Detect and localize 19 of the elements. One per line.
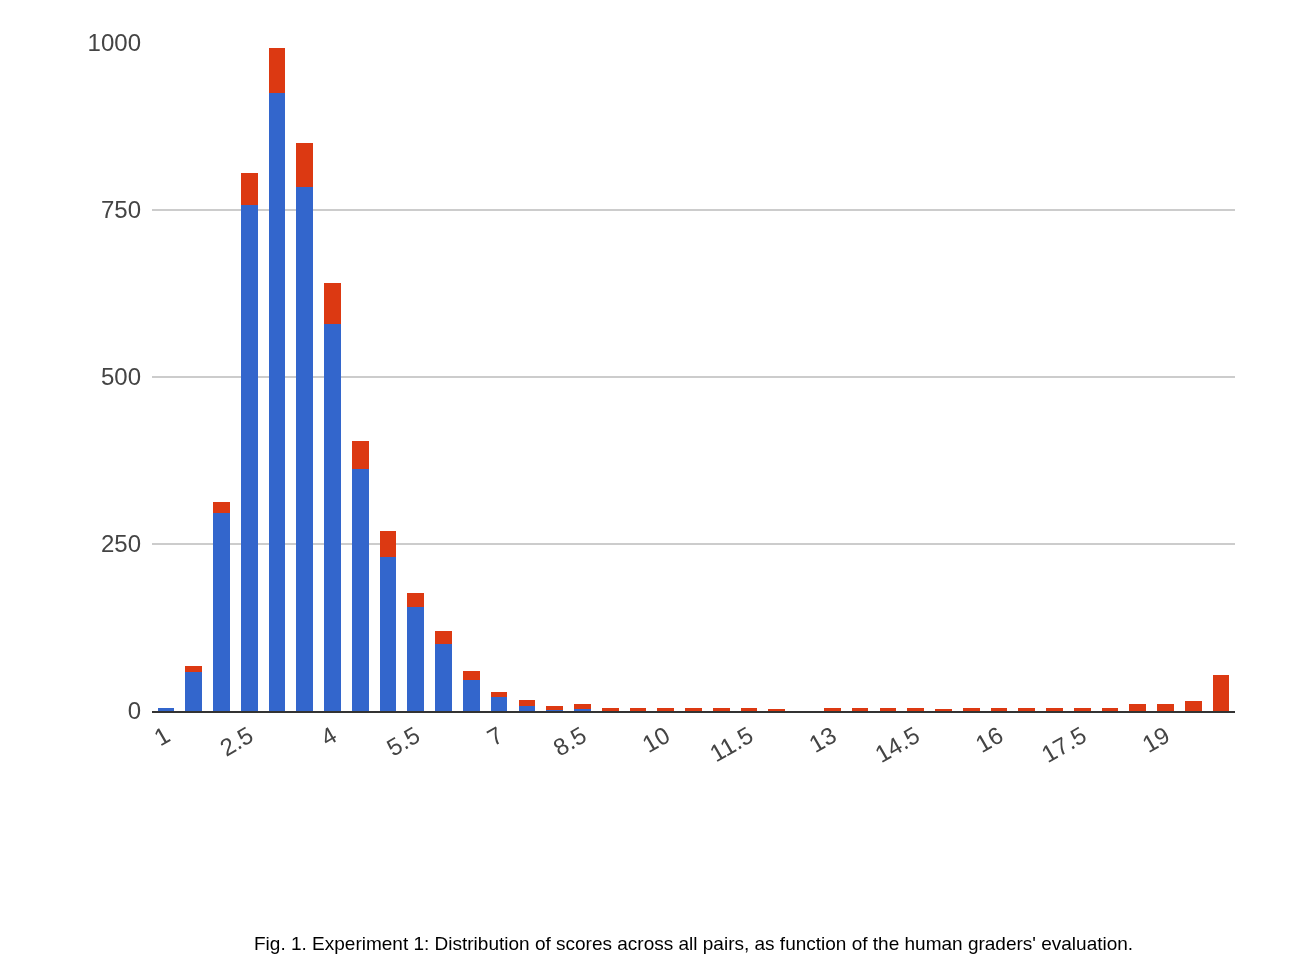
x-tick-label: 2.5: [215, 721, 258, 762]
y-tick-label: 750: [100, 196, 141, 224]
y-tick-label: 250: [100, 530, 141, 558]
caption: Fig. 1. Experiment 1: Distribution of scores across all pairs, as function of the human graders' evaluation.: [254, 933, 1134, 954]
x-tick-label: 19: [1137, 721, 1175, 758]
x-tick-label: 13: [804, 721, 841, 758]
x-tick-label: 11.5: [705, 721, 758, 767]
x-tick-label: 8.5: [548, 721, 591, 762]
x-tick-label: 1: [149, 721, 175, 752]
y-tick-label: 1000: [87, 29, 141, 57]
x-tick-label: 16: [970, 721, 1008, 758]
x-tick-label: 10: [637, 721, 675, 758]
y-tick-label: 0: [127, 697, 141, 725]
x-tick-label: 17.5: [1036, 721, 1091, 768]
x-tick-label: 14.5: [870, 721, 925, 768]
y-tick-label: 500: [100, 363, 141, 391]
x-tick-label: 7: [482, 721, 508, 752]
x-tick-label: 4: [315, 721, 341, 752]
x-tick-label: 5.5: [381, 721, 425, 762]
